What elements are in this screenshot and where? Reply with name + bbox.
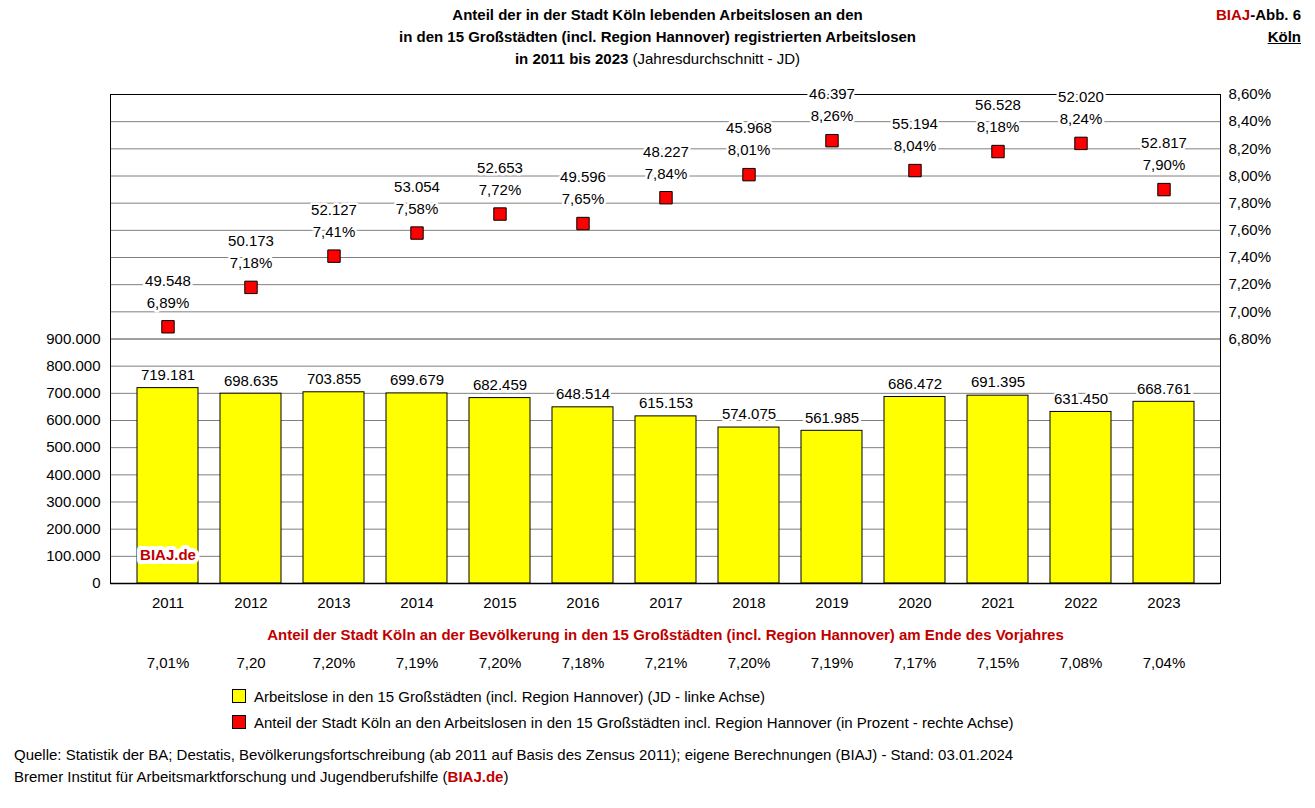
html-text:Bremer Institut für Arbeitsmar: Bremer Institut für Arbeitsmarktforschun… — [14, 768, 509, 785]
html-text:in den 15 Großstädten (incl. R: in den 15 Großstädten (incl. Region Hann… — [399, 28, 916, 45]
svg-text:2018: 2018 — [732, 594, 765, 611]
svg-text:7,41%: 7,41% — [313, 223, 356, 240]
svg-text:8,60%: 8,60% — [1229, 85, 1272, 102]
svg-text:7,19%: 7,19% — [396, 654, 439, 671]
svg-text:2014: 2014 — [400, 594, 433, 611]
svg-text:46.397: 46.397 — [809, 85, 855, 102]
svg-text:574.075: 574.075 — [722, 405, 776, 422]
svg-text:2021: 2021 — [981, 594, 1014, 611]
svg-text:52.127: 52.127 — [311, 201, 357, 218]
svg-text:2012: 2012 — [234, 594, 267, 611]
svg-text:7,01%: 7,01% — [147, 654, 190, 671]
svg-text:7,90%: 7,90% — [1143, 156, 1186, 173]
svg-text:7,18%: 7,18% — [230, 254, 273, 271]
svg-text:8,01%: 8,01% — [728, 141, 771, 158]
svg-text:7,04%: 7,04% — [1143, 654, 1186, 671]
svg-text:561.985: 561.985 — [805, 409, 859, 426]
svg-text:7,00%: 7,00% — [1229, 303, 1272, 320]
svg-text:703.855: 703.855 — [307, 370, 361, 387]
svg-text:7,20%: 7,20% — [728, 654, 771, 671]
svg-text:8,20%: 8,20% — [1229, 140, 1272, 157]
svg-text:100.000: 100.000 — [46, 547, 100, 564]
html-text:Quelle: Statistik der BA; Dest: Quelle: Statistik der BA; Destatis, Bevö… — [14, 746, 1014, 763]
svg-text:682.459: 682.459 — [473, 376, 527, 393]
svg-text:648.514: 648.514 — [556, 385, 610, 402]
svg-text:7,21%: 7,21% — [645, 654, 688, 671]
svg-text:7,80%: 7,80% — [1229, 194, 1272, 211]
html-text:Anteil der Stadt Köln an den A: Anteil der Stadt Köln an den Arbeitslose… — [254, 714, 1014, 731]
svg-text:53.054: 53.054 — [394, 178, 440, 195]
svg-text:7,20%: 7,20% — [479, 654, 522, 671]
svg-text:900.000: 900.000 — [46, 330, 100, 347]
svg-text:8,40%: 8,40% — [1229, 112, 1272, 129]
svg-text:600.000: 600.000 — [46, 411, 100, 428]
svg-text:691.395: 691.395 — [971, 373, 1025, 390]
svg-text:7,18%: 7,18% — [562, 654, 605, 671]
svg-text:2016: 2016 — [566, 594, 599, 611]
svg-text:7,08%: 7,08% — [1060, 654, 1103, 671]
svg-text:2015: 2015 — [483, 594, 516, 611]
svg-text:BIAJ.de: BIAJ.de — [140, 546, 196, 563]
svg-text:400.000: 400.000 — [46, 466, 100, 483]
svg-text:500.000: 500.000 — [46, 438, 100, 455]
svg-text:686.472: 686.472 — [888, 375, 942, 392]
svg-text:48.227: 48.227 — [643, 143, 689, 160]
svg-text:52.020: 52.020 — [1058, 88, 1104, 105]
svg-text:45.968: 45.968 — [726, 119, 772, 136]
svg-text:49.596: 49.596 — [560, 168, 606, 185]
svg-text:2017: 2017 — [649, 594, 682, 611]
svg-text:6,80%: 6,80% — [1229, 330, 1272, 347]
svg-text:Anteil der Stadt Köln an der B: Anteil der Stadt Köln an der Bevölkerung… — [267, 626, 1064, 643]
html-text:BIAJ -Abb. 6: BIAJ -Abb. 6 — [1216, 6, 1301, 23]
html-text:Anteil der in der Stadt Köln l: Anteil der in der Stadt Köln lebenden Ar… — [452, 6, 863, 23]
svg-text:49.548: 49.548 — [145, 272, 191, 289]
svg-text:2013: 2013 — [317, 594, 350, 611]
svg-text:52.653: 52.653 — [477, 159, 523, 176]
svg-text:7,40%: 7,40% — [1229, 248, 1272, 265]
svg-text:2020: 2020 — [898, 594, 931, 611]
svg-text:55.194: 55.194 — [892, 115, 938, 132]
svg-text:50.173: 50.173 — [228, 232, 274, 249]
svg-text:7,19%: 7,19% — [811, 654, 854, 671]
svg-text:2023: 2023 — [1147, 594, 1180, 611]
svg-text:7,72%: 7,72% — [479, 181, 522, 198]
svg-text:719.181: 719.181 — [141, 366, 195, 383]
svg-text:615.153: 615.153 — [639, 394, 693, 411]
svg-text:800.000: 800.000 — [46, 357, 100, 374]
svg-text:7,58%: 7,58% — [396, 200, 439, 217]
svg-text:2022: 2022 — [1064, 594, 1097, 611]
svg-text:300.000: 300.000 — [46, 493, 100, 510]
svg-text:8,24%: 8,24% — [1060, 110, 1103, 127]
svg-text:7,60%: 7,60% — [1229, 221, 1272, 238]
svg-text:6,89%: 6,89% — [147, 294, 190, 311]
svg-text:7,20%: 7,20% — [1229, 275, 1272, 292]
svg-text:699.679: 699.679 — [390, 371, 444, 388]
svg-text:56.528: 56.528 — [975, 96, 1021, 113]
svg-text:7,15%: 7,15% — [977, 654, 1020, 671]
svg-text:7,65%: 7,65% — [562, 190, 605, 207]
html-text:in 2011 bis 2023 (Jahresdurchs: in 2011 bis 2023 (Jahresdurchschnitt - J… — [514, 50, 801, 67]
svg-text:700.000: 700.000 — [46, 384, 100, 401]
svg-text:698.635: 698.635 — [224, 372, 278, 389]
svg-text:7,20: 7,20 — [236, 654, 265, 671]
html-text:Arbeitslose in den 15 Großstäd: Arbeitslose in den 15 Großstädten (incl.… — [254, 688, 766, 705]
svg-text:631.450: 631.450 — [1054, 390, 1108, 407]
svg-text:7,17%: 7,17% — [894, 654, 937, 671]
svg-text:2011: 2011 — [152, 594, 184, 611]
svg-text:8,00%: 8,00% — [1229, 167, 1272, 184]
svg-text:668.761: 668.761 — [1137, 380, 1191, 397]
html-text:Köln: Köln — [1267, 28, 1301, 45]
svg-text:8,18%: 8,18% — [977, 118, 1020, 135]
svg-text:2019: 2019 — [815, 594, 848, 611]
svg-text:7,20%: 7,20% — [313, 654, 356, 671]
svg-text:8,26%: 8,26% — [811, 107, 854, 124]
svg-text:200.000: 200.000 — [46, 520, 100, 537]
svg-text:52.817: 52.817 — [1141, 134, 1187, 151]
svg-text:0: 0 — [92, 574, 100, 591]
svg-text:7,84%: 7,84% — [645, 165, 688, 182]
svg-text:8,04%: 8,04% — [894, 137, 937, 154]
